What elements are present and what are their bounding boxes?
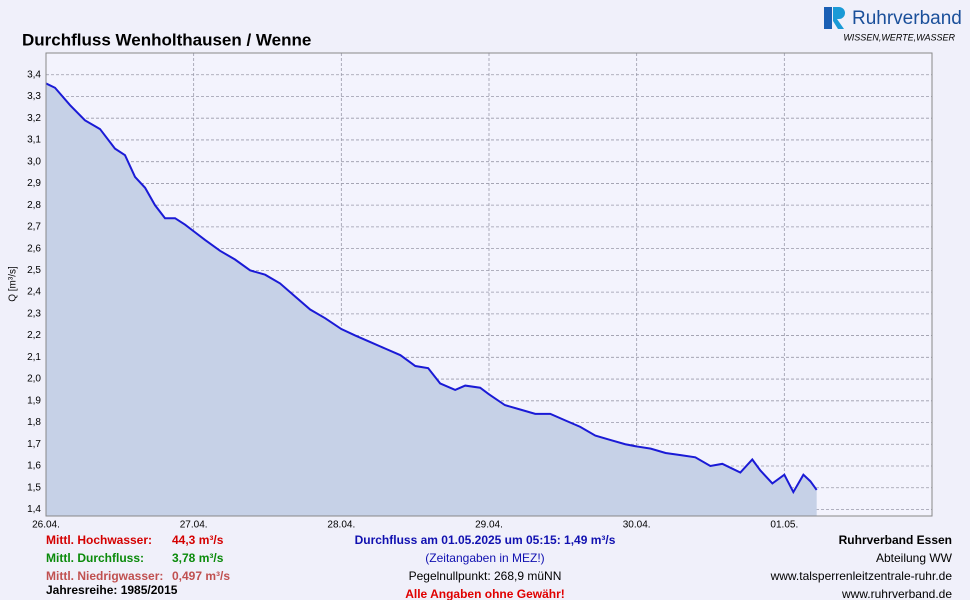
logo-slogan: WISSEN,WERTE,WASSER [843,32,955,42]
footer-right: Abteilung WW [876,551,953,565]
logo-name: Ruhrverband [852,8,962,29]
footer-right: www.talsperrenleitzentrale-ruhr.de [770,569,953,583]
footer-center: Alle Angaben ohne Gewähr! [405,587,565,600]
y-tick-label: 3,4 [27,69,41,80]
footer-center: (Zeitangaben in MEZ!) [425,551,544,565]
area [46,83,817,517]
y-tick-label: 1,9 [27,395,41,406]
y-tick-label: 1,5 [27,482,41,493]
y-tick-label: 3,1 [27,135,41,146]
logo-icon [833,7,845,29]
footer-right: Ruhrverband Essen [839,533,952,547]
footer-value: 0,497 m³/s [172,569,230,583]
footer-center: Pegelnullpunkt: 268,9 müNN [409,569,562,583]
x-tick-label: 26.04. [32,520,60,531]
x-tick-label: 01.05. [770,520,798,531]
y-tick-label: 3,3 [27,91,41,102]
x-tick-label: 29.04. [475,520,503,531]
y-tick-label: 2,1 [27,352,41,363]
footer-center: Durchfluss am 01.05.2025 um 05:15: 1,49 … [355,533,616,547]
y-tick-label: 2,7 [27,222,41,233]
y-tick-label: 2,9 [27,178,41,189]
plot-frame [45,52,933,517]
y-tick-label: 2,0 [27,374,41,385]
footer-label: Mittl. Niedrigwasser: [46,569,163,583]
y-tick-label: 2,8 [27,200,41,211]
y-tick-label: 2,5 [27,265,41,276]
footer-label: Mittl. Durchfluss: [46,551,144,565]
y-tick-label: 2,4 [27,287,41,298]
y-tick-label: 1,4 [27,504,41,515]
y-tick-label: 2,6 [27,243,41,254]
logo-icon [824,7,832,29]
line [45,82,818,495]
y-axis-label: Q [m³/s] [8,266,19,302]
footer-value: 44,3 m³/s [172,533,224,547]
y-tick-label: 1,8 [27,417,41,428]
x-tick-label: 30.04. [623,520,651,531]
y-tick-label: 1,6 [27,461,41,472]
footer-right: www.ruhrverband.de [841,587,952,600]
footer-years: Jahresreihe: 1985/2015 [46,583,178,597]
y-tick-label: 3,2 [27,113,41,124]
y-tick-label: 3,0 [27,156,41,167]
y-tick-label: 2,3 [27,308,41,319]
x-tick-label: 27.04. [180,520,208,531]
footer-label: Mittl. Hochwasser: [46,533,152,547]
footer-value: 3,78 m³/s [172,551,224,565]
x-tick-label: 28.04. [327,520,355,531]
y-tick-label: 1,7 [27,439,41,450]
y-tick-label: 2,2 [27,330,41,341]
chart-title: Durchfluss Wenholthausen / Wenne [22,30,311,49]
